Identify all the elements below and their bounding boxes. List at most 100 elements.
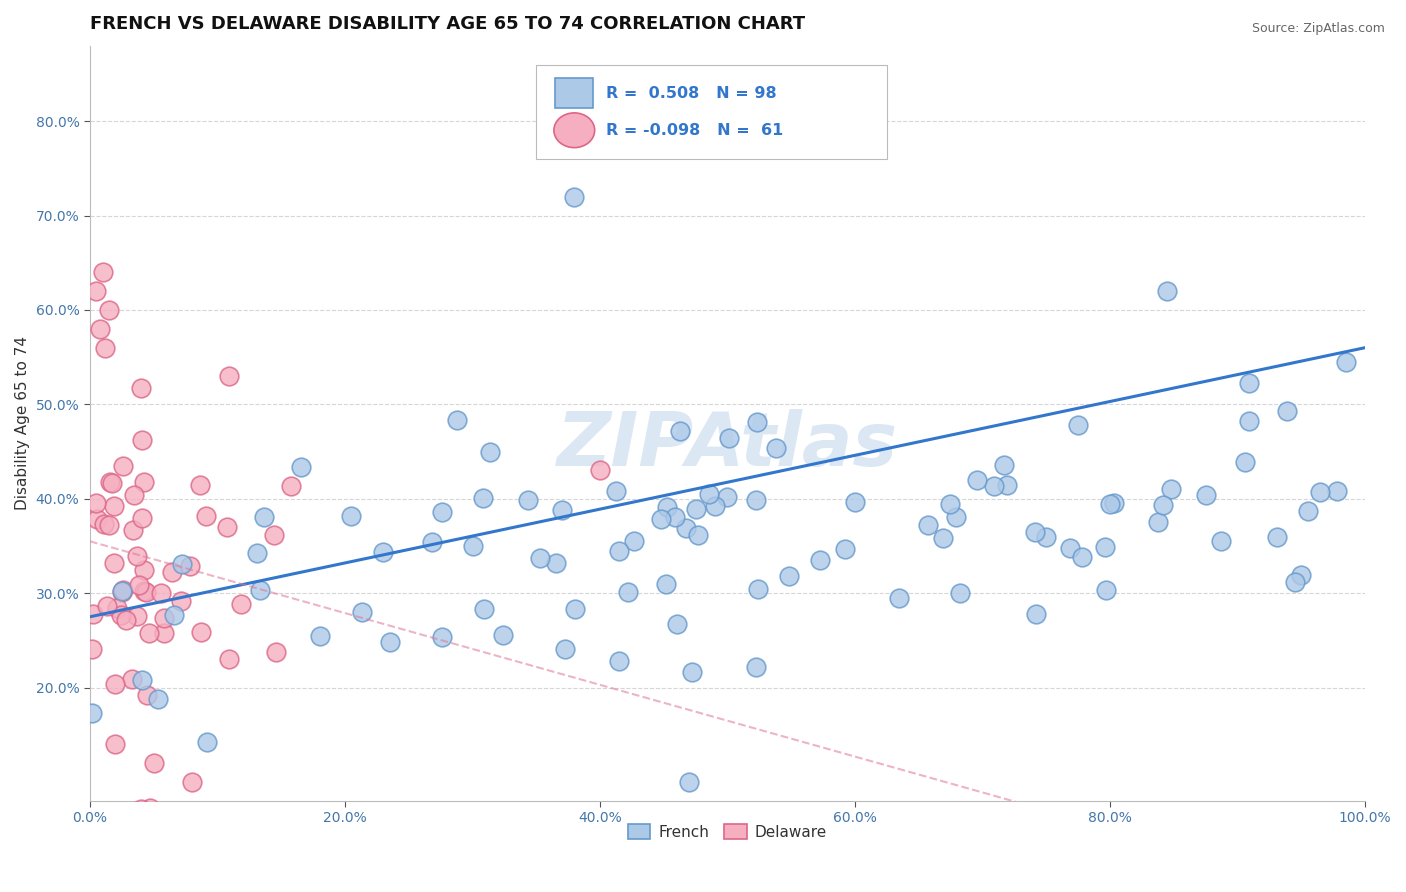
Point [153, 611, 176, 625]
Text: FRENCH VS DELAWARE DISABILITY AGE 65 TO 74 CORRELATION CHART: FRENCH VS DELAWARE DISABILITY AGE 65 TO … [90, 15, 806, 33]
Point [939, 497, 962, 511]
Point [1289, 567, 1312, 582]
Point [163, 607, 186, 622]
Point [138, 801, 160, 815]
Point [887, 591, 910, 605]
Point [472, 491, 495, 505]
Point [993, 458, 1015, 472]
Point [717, 431, 740, 445]
Point [1284, 574, 1306, 589]
Point [1237, 376, 1260, 390]
Point [966, 473, 988, 487]
Point [949, 586, 972, 600]
Point [1326, 484, 1348, 499]
Point [195, 509, 218, 524]
Point [82, 642, 104, 657]
Point [1094, 540, 1116, 554]
Point [153, 625, 176, 640]
Text: Source: ZipAtlas.com: Source: ZipAtlas.com [1251, 22, 1385, 36]
Point [86, 496, 108, 510]
Point [131, 802, 153, 816]
Point [80, 706, 103, 720]
Point [131, 673, 153, 687]
Point [105, 601, 128, 615]
Point [461, 539, 484, 553]
Point [669, 424, 692, 438]
Point [134, 563, 156, 577]
Point [240, 814, 263, 828]
Point [136, 688, 159, 702]
Point [516, 493, 538, 508]
Point [94, 341, 117, 355]
Point [685, 502, 707, 516]
Point [91, 265, 114, 279]
Point [745, 493, 768, 508]
Point [1275, 403, 1298, 417]
Point [1094, 582, 1116, 597]
Point [121, 673, 143, 687]
Point [678, 775, 700, 789]
Point [122, 523, 145, 537]
Point [218, 652, 240, 666]
FancyBboxPatch shape [555, 78, 593, 108]
Point [529, 550, 551, 565]
Point [1152, 498, 1174, 512]
Point [110, 608, 132, 623]
Point [89, 322, 111, 336]
Point [115, 613, 138, 627]
Point [607, 544, 630, 558]
Point [1234, 455, 1257, 469]
Point [1059, 541, 1081, 555]
Point [607, 654, 630, 668]
Point [765, 442, 787, 456]
Point [249, 582, 271, 597]
Point [82, 607, 104, 621]
Point [1209, 533, 1232, 548]
Point [340, 509, 363, 524]
Point [745, 660, 768, 674]
Point [551, 503, 574, 517]
Point [190, 625, 212, 640]
Point [1147, 515, 1170, 529]
Point [983, 479, 1005, 493]
Point [747, 582, 769, 597]
Point [134, 584, 156, 599]
Point [96, 599, 118, 613]
Point [1099, 497, 1122, 511]
Point [138, 625, 160, 640]
Point [122, 488, 145, 502]
Point [808, 553, 831, 567]
Point [135, 584, 157, 599]
Point [350, 605, 373, 619]
Point [844, 494, 866, 508]
Point [229, 597, 252, 611]
Point [280, 478, 302, 492]
Point [675, 521, 697, 535]
Point [378, 634, 401, 648]
Point [546, 556, 568, 570]
Point [564, 602, 586, 616]
Point [562, 190, 585, 204]
Point [218, 369, 240, 384]
Point [142, 756, 165, 771]
Point [127, 549, 149, 564]
FancyBboxPatch shape [536, 64, 887, 159]
Point [128, 577, 150, 591]
Point [420, 534, 443, 549]
Point [131, 511, 153, 525]
Point [492, 628, 515, 642]
Point [834, 541, 856, 556]
Point [1309, 485, 1331, 500]
Point [127, 609, 149, 624]
Point [1160, 483, 1182, 497]
Point [309, 629, 332, 643]
Point [1035, 530, 1057, 544]
Point [112, 583, 135, 598]
Point [650, 512, 672, 526]
Point [103, 556, 125, 570]
Point [1024, 524, 1046, 539]
Text: R = -0.098   N =  61: R = -0.098 N = 61 [606, 123, 783, 137]
Point [131, 434, 153, 448]
Legend: French, Delaware: French, Delaware [621, 818, 834, 847]
Point [132, 475, 155, 489]
